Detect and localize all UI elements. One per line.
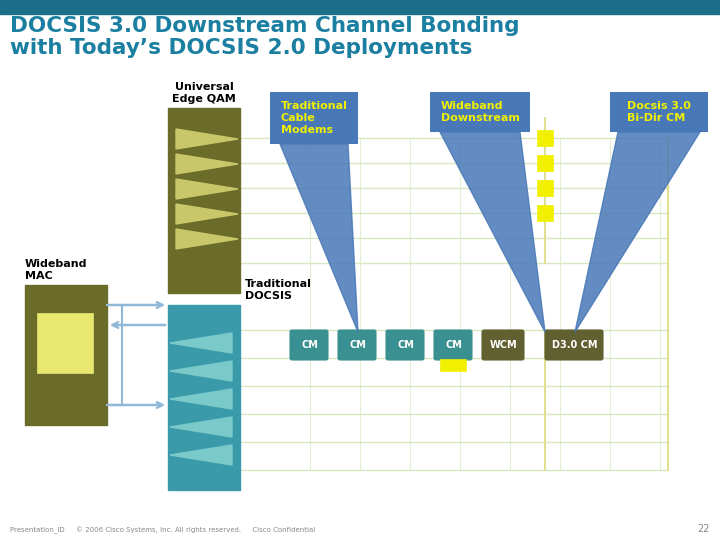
Text: Universal
Edge QAM: Universal Edge QAM [172,83,236,104]
Polygon shape [176,204,238,224]
Text: Wideband
Downstream: Wideband Downstream [441,101,519,123]
Polygon shape [170,361,232,381]
Bar [0,0,720,14]
Text: 22: 22 [698,524,710,534]
FancyBboxPatch shape [290,330,328,360]
Polygon shape [440,132,545,332]
Text: D3.0 CM: D3.0 CM [552,340,598,350]
Polygon shape [170,389,232,409]
Text: CM: CM [302,340,318,350]
Text: CM: CM [446,340,462,350]
Text: DOCSIS 3.0 Downstream Channel Bonding: DOCSIS 3.0 Downstream Channel Bonding [10,16,520,36]
Bar [25,285,107,425]
Polygon shape [170,333,232,353]
Bar [37,313,93,373]
Text: Traditional
Cable
Modems: Traditional Cable Modems [281,102,348,134]
Text: Docsis 3.0
Bi-Dir CM: Docsis 3.0 Bi-Dir CM [627,101,691,123]
Text: CM: CM [350,340,366,350]
Polygon shape [575,132,700,332]
FancyBboxPatch shape [482,330,524,360]
Text: WCM: WCM [490,340,518,350]
FancyBboxPatch shape [434,330,472,360]
Bar [537,180,553,196]
Polygon shape [176,229,238,249]
Bar [537,205,553,221]
Text: Presentation_ID     © 2006 Cisco Systems, Inc. All rights reserved.     Cisco Co: Presentation_ID © 2006 Cisco Systems, In… [10,526,315,534]
FancyBboxPatch shape [386,330,424,360]
FancyBboxPatch shape [270,92,358,144]
Polygon shape [170,445,232,465]
FancyBboxPatch shape [610,92,708,132]
Polygon shape [176,154,238,174]
Bar [537,130,553,146]
Text: CM: CM [397,340,415,350]
Bar [537,155,553,171]
FancyBboxPatch shape [338,330,376,360]
Text: Traditional
DOCSIS: Traditional DOCSIS [245,279,312,301]
FancyBboxPatch shape [430,92,530,132]
Bar [168,108,240,293]
Bar [168,305,240,490]
Text: Wideband
MAC: Wideband MAC [25,259,88,281]
Text: with Today’s DOCSIS 2.0 Deployments: with Today’s DOCSIS 2.0 Deployments [10,38,472,58]
FancyBboxPatch shape [545,330,603,360]
Polygon shape [176,179,238,199]
Polygon shape [176,129,238,149]
Polygon shape [170,417,232,437]
Polygon shape [280,144,358,332]
Bar [440,359,466,371]
